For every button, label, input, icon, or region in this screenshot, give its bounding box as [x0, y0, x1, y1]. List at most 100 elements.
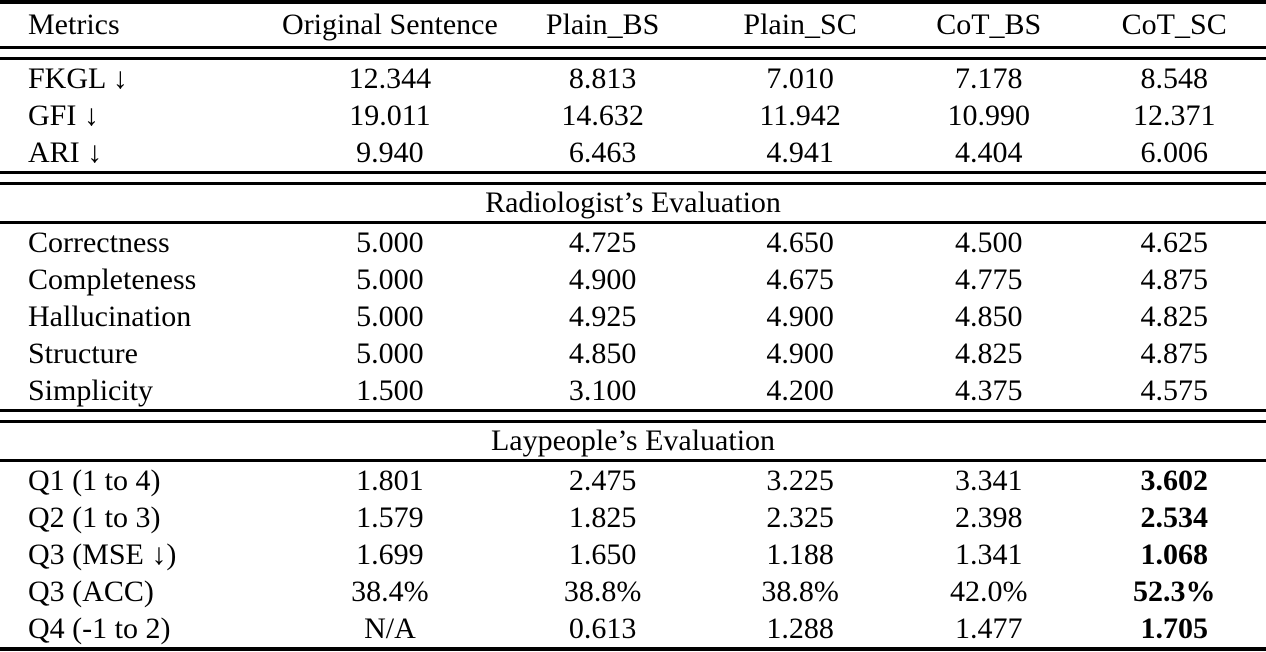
cell-value: 4.650: [766, 225, 834, 259]
table-row: Q2 (1 to 3) 1.579 1.825 2.325 2.398 2.534: [0, 499, 1266, 536]
cell-value: 42.0%: [949, 574, 1028, 608]
cell-value: 1.500: [356, 373, 424, 407]
cell-value: 6.006: [1140, 135, 1208, 169]
cell-value: 4.404: [954, 135, 1023, 169]
cell-value: 5.000: [356, 262, 424, 296]
section-title: Laypeople’s Evaluation: [490, 424, 776, 457]
cell-value: 4.500: [954, 225, 1023, 259]
section-title: Radiologist’s Evaluation: [485, 186, 781, 219]
cell-value: 3.602: [1140, 463, 1208, 497]
col-header-cot-sc: CoT_SC: [1121, 8, 1227, 41]
col-header-metrics: Metrics: [28, 8, 120, 41]
cell-value: 2.398: [954, 500, 1023, 534]
table-row: Simplicity 1.500 3.100 4.200 4.375 4.575: [0, 372, 1266, 411]
table-row: FKGL ↓ 12.344 8.813 7.010 7.178 8.548: [0, 59, 1266, 98]
metric-label: Structure: [28, 336, 138, 370]
col-header-cot-bs: CoT_BS: [936, 8, 1042, 41]
cell-value: 12.371: [1132, 98, 1216, 132]
cell-value: 4.625: [1140, 225, 1208, 259]
cell-value: 0.613: [568, 611, 637, 645]
metric-label: Q3 (MSE ↓): [28, 537, 177, 571]
table-row: Structure 5.000 4.850 4.900 4.825 4.875: [0, 335, 1266, 372]
single-rule: [0, 221, 1266, 225]
metric-label: Correctness: [28, 225, 170, 259]
cell-value: 1.188: [766, 537, 834, 571]
cell-value: 1.288: [766, 611, 834, 645]
single-rule: [0, 459, 1266, 463]
cell-value: 9.940: [356, 135, 424, 169]
section-title-row: Radiologist’s Evaluation: [0, 184, 1266, 223]
cell-value: 1.705: [1140, 611, 1208, 645]
double-rule: [0, 46, 1266, 60]
double-rule: [0, 171, 1266, 185]
cell-value: 3.225: [766, 463, 834, 497]
cell-value: 4.725: [568, 225, 637, 259]
metric-label: Q4 (-1 to 2): [28, 611, 171, 645]
cell-value: 4.900: [766, 336, 834, 370]
table-row: GFI ↓ 19.011 14.632 11.942 10.990 12.371: [0, 97, 1266, 134]
cell-value: 4.825: [954, 336, 1023, 370]
cell-value: 7.178: [954, 61, 1023, 95]
cell-value: 38.4%: [351, 574, 429, 608]
cell-value: 14.632: [561, 98, 644, 132]
rule-line: [0, 171, 1266, 185]
table-row: Q3 (MSE ↓) 1.699 1.650 1.188 1.341 1.068: [0, 536, 1266, 573]
cell-value: 38.8%: [761, 574, 839, 608]
cell-value: 4.200: [766, 373, 834, 407]
metric-label: FKGL ↓: [28, 61, 128, 95]
col-header-original-sentence: Original Sentence: [282, 8, 498, 41]
section-title-row: Laypeople’s Evaluation: [0, 422, 1266, 461]
metric-label: ARI ↓: [28, 135, 103, 169]
cell-value: 6.463: [568, 135, 637, 169]
cell-value: N/A: [364, 611, 416, 645]
table-row: Hallucination 5.000 4.925 4.900 4.850 4.825: [0, 298, 1266, 335]
cell-value: 52.3%: [1132, 574, 1216, 608]
table-row: ARI ↓ 9.940 6.463 4.941 4.404 6.006: [0, 134, 1266, 173]
rule-line: [0, 221, 1266, 225]
cell-value: 8.548: [1140, 61, 1208, 95]
metric-label: Q3 (ACC): [28, 574, 154, 608]
double-rule: [0, 409, 1266, 423]
cell-value: 12.344: [348, 61, 432, 95]
cell-value: 11.942: [759, 98, 841, 132]
col-header-plain-sc: Plain_SC: [743, 8, 857, 41]
cell-value: 2.534: [1140, 500, 1208, 534]
metric-label: Simplicity: [28, 373, 154, 407]
cell-value: 1.579: [356, 500, 424, 534]
col-header-plain-bs: Plain_BS: [545, 8, 660, 41]
cell-value: 4.575: [1140, 373, 1208, 407]
cell-value: 10.990: [947, 98, 1030, 132]
cell-value: 5.000: [356, 225, 424, 259]
metric-label: Q2 (1 to 3): [28, 500, 161, 534]
cell-value: 5.000: [356, 336, 424, 370]
cell-value: 38.8%: [563, 574, 642, 608]
cell-value: 7.010: [766, 61, 834, 95]
metric-label: Hallucination: [28, 299, 192, 333]
cell-value: 8.813: [568, 61, 637, 95]
cell-value: 4.875: [1140, 336, 1208, 370]
cell-value: 1.341: [954, 537, 1023, 571]
metric-label: GFI ↓: [28, 98, 99, 132]
cell-value: 4.375: [954, 373, 1023, 407]
cell-value: 4.675: [766, 262, 834, 296]
cell-value: 4.875: [1140, 262, 1208, 296]
cell-value: 4.775: [954, 262, 1023, 296]
rule-line: [0, 459, 1266, 463]
cell-value: 4.850: [954, 299, 1023, 333]
table-row: Completeness 5.000 4.900 4.675 4.775 4.875: [0, 261, 1266, 298]
cell-value: 4.925: [568, 299, 637, 333]
cell-value: 4.900: [568, 262, 637, 296]
cell-value: 1.650: [568, 537, 637, 571]
rule-line: [0, 46, 1266, 60]
metric-label: Completeness: [28, 262, 197, 296]
cell-value: 2.325: [766, 500, 834, 534]
cell-value: 19.011: [349, 98, 431, 132]
cell-value: 1.477: [954, 611, 1023, 645]
cell-value: 3.341: [954, 463, 1023, 497]
table-row: Correctness 5.000 4.725 4.650 4.500 4.625: [0, 224, 1266, 261]
cell-value: 2.475: [568, 463, 637, 497]
cell-value: 1.825: [568, 500, 637, 534]
cell-value: 1.801: [356, 463, 424, 497]
